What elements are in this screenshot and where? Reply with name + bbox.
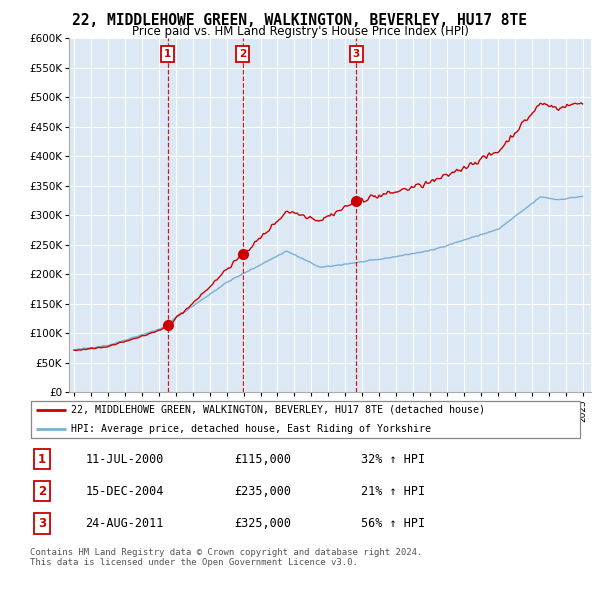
Text: 24-AUG-2011: 24-AUG-2011 — [85, 517, 164, 530]
Text: 15-DEC-2004: 15-DEC-2004 — [85, 484, 164, 498]
Text: HPI: Average price, detached house, East Riding of Yorkshire: HPI: Average price, detached house, East… — [71, 424, 431, 434]
Text: Price paid vs. HM Land Registry's House Price Index (HPI): Price paid vs. HM Land Registry's House … — [131, 25, 469, 38]
Text: 21% ↑ HPI: 21% ↑ HPI — [361, 484, 425, 498]
Text: 22, MIDDLEHOWE GREEN, WALKINGTON, BEVERLEY, HU17 8TE: 22, MIDDLEHOWE GREEN, WALKINGTON, BEVERL… — [73, 13, 527, 28]
Text: £235,000: £235,000 — [234, 484, 291, 498]
Text: 1: 1 — [38, 453, 46, 466]
Text: Contains HM Land Registry data © Crown copyright and database right 2024.
This d: Contains HM Land Registry data © Crown c… — [30, 548, 422, 567]
Text: 11-JUL-2000: 11-JUL-2000 — [85, 453, 164, 466]
FancyBboxPatch shape — [31, 401, 580, 438]
Text: 3: 3 — [352, 49, 360, 59]
Text: 22, MIDDLEHOWE GREEN, WALKINGTON, BEVERLEY, HU17 8TE (detached house): 22, MIDDLEHOWE GREEN, WALKINGTON, BEVERL… — [71, 405, 485, 415]
Text: 56% ↑ HPI: 56% ↑ HPI — [361, 517, 425, 530]
Text: £325,000: £325,000 — [234, 517, 291, 530]
Text: 1: 1 — [164, 49, 172, 59]
Text: £115,000: £115,000 — [234, 453, 291, 466]
Text: 32% ↑ HPI: 32% ↑ HPI — [361, 453, 425, 466]
Text: 3: 3 — [38, 517, 46, 530]
Text: 2: 2 — [38, 484, 46, 498]
Text: 2: 2 — [239, 49, 247, 59]
